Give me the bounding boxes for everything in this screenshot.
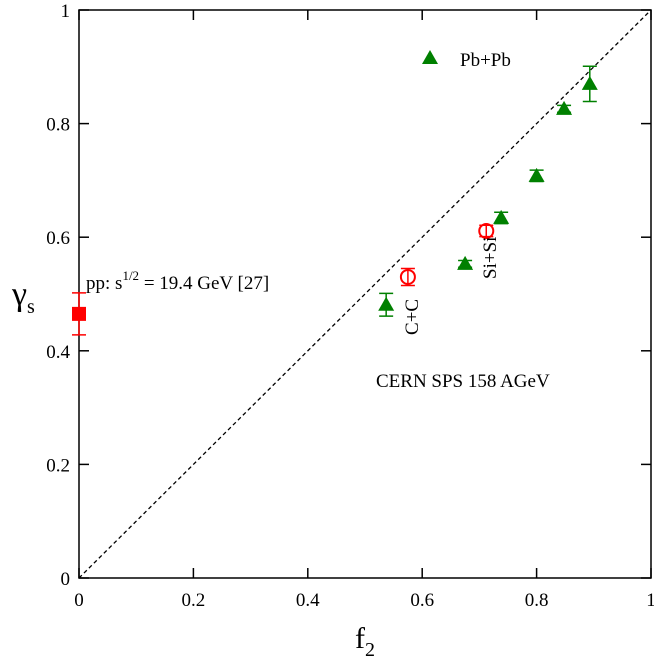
legend-label: Pb+Pb — [460, 50, 511, 71]
pp-label-main: pp: s — [86, 273, 122, 294]
y-label-sub: s — [27, 296, 35, 318]
y-tick-label: 0.4 — [46, 342, 70, 363]
y-tick-label: 0.8 — [46, 115, 70, 136]
y-tick-label: 1 — [61, 1, 71, 22]
x-tick-label: 1 — [646, 590, 654, 611]
y-axis-label: γs — [11, 276, 35, 318]
data-point — [378, 296, 395, 311]
x-tick-label: 0 — [74, 590, 84, 611]
point-label: Si+Si — [480, 237, 501, 279]
diagonal-line — [78, 9, 652, 579]
x-tick-label: 0.2 — [182, 590, 206, 611]
data-point — [457, 255, 474, 270]
y-tick-label: 0.6 — [46, 228, 70, 249]
y-label-main: γ — [11, 276, 27, 313]
x-label-main: f — [355, 622, 365, 655]
x-axis-label: f2 — [355, 622, 375, 661]
data-point — [399, 268, 416, 285]
data-point — [581, 75, 598, 90]
x-label-sub: 2 — [365, 639, 375, 661]
y-tick-label: 0.2 — [46, 455, 70, 476]
y-tick-label: 0 — [61, 569, 71, 590]
error-bar — [400, 267, 415, 287]
pp-label-rest: = 19.4 GeV [27] — [139, 273, 269, 294]
x-tick-label: 0.4 — [296, 590, 320, 611]
x-tick-label: 0.6 — [410, 590, 434, 611]
pp-label: pp: s1/2 = 19.4 GeV [27] — [86, 268, 269, 294]
pp-label-sup: 1/2 — [122, 268, 139, 283]
data-point — [493, 209, 510, 224]
point-label: C+C — [402, 299, 423, 335]
data-point — [528, 167, 545, 182]
x-tick-label: 0.8 — [525, 590, 549, 611]
data-point — [72, 306, 86, 321]
data-point — [556, 100, 573, 115]
annotation: CERN SPS 158 AGeV — [376, 371, 550, 392]
legend-marker — [422, 50, 438, 64]
data-point — [478, 222, 495, 239]
